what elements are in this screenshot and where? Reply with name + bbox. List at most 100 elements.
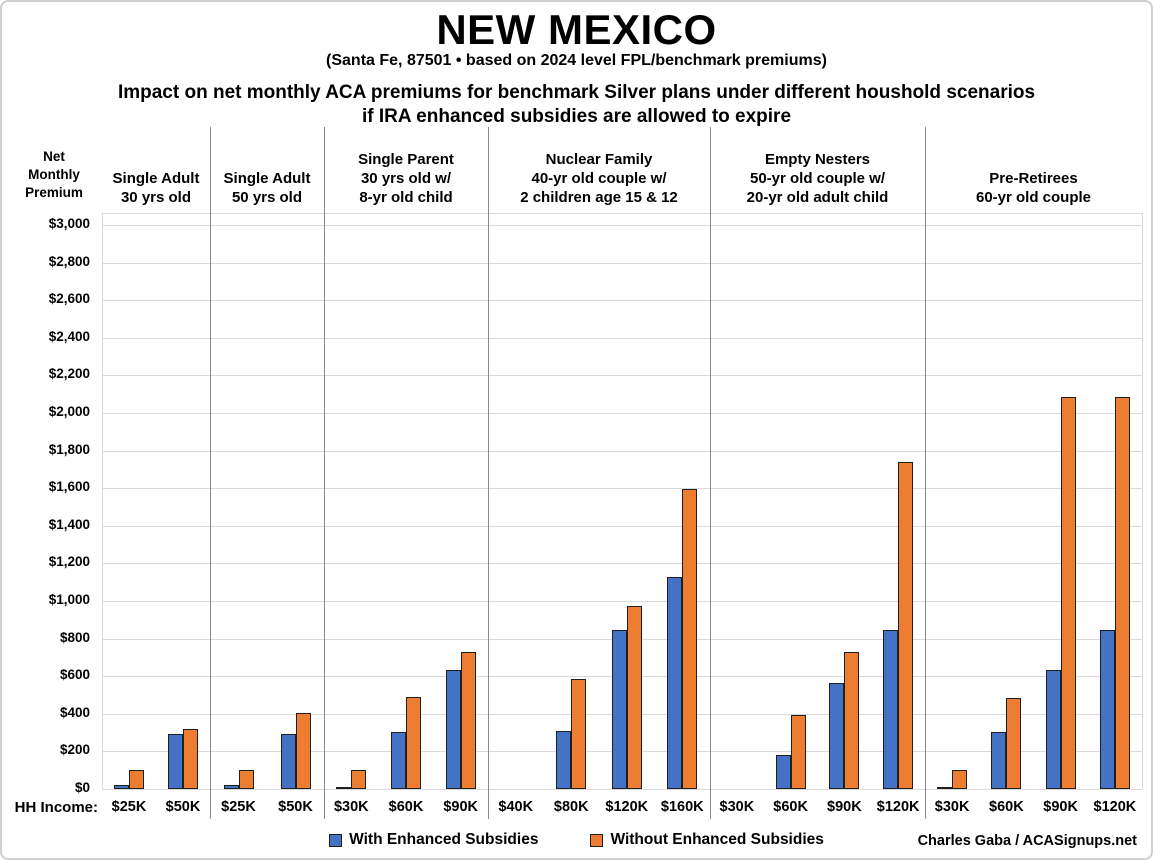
chart-description-line1: Impact on net monthly ACA premiums for b… [117, 82, 1036, 103]
y-tick-label: $400 [59, 704, 90, 720]
legend-swatch-orange [590, 833, 604, 847]
bar-with-enhanced-subsidies [445, 670, 461, 789]
group-header: Single Parent 30 yrs old w/8-yr old child [324, 127, 488, 212]
y-tick-label: $2,800 [48, 253, 90, 269]
y-tick-label: $2,000 [48, 404, 90, 419]
bar-without-enhanced-subsidies [1006, 698, 1022, 789]
y-tick-label: $0 [74, 780, 90, 795]
gridline [102, 525, 1142, 527]
group-header-line: 30 yrs old [120, 189, 192, 206]
group-header: Empty Nesters 50-yr old couple w/20-yr ol… [710, 127, 925, 212]
income-tick-label: $40K [498, 799, 534, 815]
income-tick-label: $25K [221, 799, 256, 815]
legend-item-without-subsidies: Without Enhanced Subsidies [590, 831, 824, 849]
gridline [102, 225, 1142, 226]
chart-description-line2: if IRA enhanced subsidies are allowed to… [361, 106, 792, 127]
bar-without-enhanced-subsidies [952, 770, 968, 789]
group-header: Single Adult 30 yrs old [102, 127, 210, 212]
page-title: NEW MEXICO [436, 6, 717, 53]
bar-without-enhanced-subsidies [626, 606, 642, 789]
group-header-line: 20-yr old adult child [746, 189, 889, 206]
bar-with-enhanced-subsidies [883, 630, 899, 789]
gridline [102, 375, 1142, 377]
y-tick-label: $200 [59, 742, 90, 758]
income-tick-label: $90K [443, 799, 478, 815]
group-header-line: 8-yr old child [359, 189, 453, 206]
income-tick-label: $30K [934, 799, 970, 815]
y-axis-label-line: Net [43, 149, 65, 164]
income-tick-label: $120K [1093, 799, 1137, 815]
bar-with-enhanced-subsidies [937, 787, 953, 789]
y-tick-label: $2,200 [48, 366, 90, 382]
y-tick-label: $2,600 [48, 291, 90, 307]
gridline [102, 300, 1142, 302]
bar-with-enhanced-subsidies [611, 630, 627, 789]
y-tick-label: $1,400 [48, 516, 90, 532]
bar-with-enhanced-subsidies [1045, 670, 1061, 789]
group-header-line: 50-yr old couple w/ [749, 170, 886, 187]
bar-with-enhanced-subsidies [223, 785, 239, 789]
group-header-line: Empty Nesters [764, 151, 871, 168]
legend-item-with-subsidies: With Enhanced Subsidies [329, 831, 538, 849]
group-header-line: Single Adult [112, 170, 200, 187]
y-tick-label: $1,200 [48, 554, 90, 570]
bar-without-enhanced-subsidies [351, 770, 367, 789]
y-axis-label: Net Monthly Premium [10, 148, 98, 202]
y-axis-label-line: Monthly [28, 167, 80, 182]
plot-right-edge [1142, 213, 1143, 789]
hh-income-prefix-label: HH Income: [14, 799, 98, 816]
bar-without-enhanced-subsidies [1114, 397, 1130, 789]
bar-with-enhanced-subsidies [829, 683, 845, 789]
bar-without-enhanced-subsidies [406, 697, 421, 789]
income-tick-label: $30K [333, 799, 369, 815]
bar-without-enhanced-subsidies [129, 770, 144, 789]
bar-with-enhanced-subsidies [1099, 630, 1115, 789]
group-divider [324, 127, 325, 819]
group-header: Nuclear Family 40-yr old couple w/2 child… [488, 127, 710, 212]
bar-without-enhanced-subsidies [183, 729, 198, 789]
group-header-line: 40-yr old couple w/ [531, 170, 667, 187]
bar-with-enhanced-subsidies [280, 734, 296, 789]
income-tick-label: $25K [111, 799, 147, 815]
bar-without-enhanced-subsidies [790, 715, 806, 789]
group-header-line: 60-yr old couple [975, 189, 1092, 206]
income-tick-label: $80K [553, 799, 589, 815]
income-tick-label: $50K [165, 799, 201, 815]
gridline [102, 450, 1142, 452]
group-header-line: Single Parent [358, 151, 454, 168]
group-header-line: Single Adult [223, 170, 311, 187]
bar-with-enhanced-subsidies [775, 755, 791, 789]
y-tick-label: $800 [59, 629, 90, 645]
y-tick-label: $1,600 [48, 479, 90, 495]
y-axis-label-line: Premium [25, 185, 83, 200]
group-divider [488, 127, 489, 819]
gridline [102, 337, 1142, 339]
y-tick-label: $1,800 [48, 441, 90, 457]
income-tick-label: $90K [1043, 799, 1078, 815]
bar-without-enhanced-subsidies [844, 652, 860, 789]
y-tick-label: $1,000 [48, 592, 90, 607]
bar-without-enhanced-subsidies [898, 462, 914, 789]
group-header: Single Adult 50 yrs old [210, 127, 324, 212]
group-header: Pre-Retirees 60-yr old couple [925, 127, 1142, 212]
bar-without-enhanced-subsidies [460, 652, 476, 789]
group-header-line: 30 yrs old w/ [360, 170, 452, 187]
plot-left-edge [102, 213, 103, 789]
bar-without-enhanced-subsidies [295, 713, 311, 789]
bar-with-enhanced-subsidies [991, 732, 1007, 789]
bar-without-enhanced-subsidies [571, 679, 587, 789]
income-tick-label: $90K [827, 799, 862, 815]
gridline [102, 563, 1142, 565]
income-tick-label: $160K [660, 799, 704, 815]
income-tick-label: $120K [876, 799, 920, 815]
group-divider [925, 127, 926, 819]
plot-top-border [102, 213, 1142, 214]
income-tick-label: $60K [773, 799, 808, 815]
group-header-line: Nuclear Family [545, 151, 653, 168]
income-tick-label: $120K [605, 799, 649, 815]
income-tick-label: $50K [278, 799, 313, 815]
group-divider [710, 127, 711, 819]
attribution-credit: Charles Gaba / ACASignups.net [917, 833, 1137, 849]
legend-label: Without Enhanced Subsidies [610, 831, 824, 848]
